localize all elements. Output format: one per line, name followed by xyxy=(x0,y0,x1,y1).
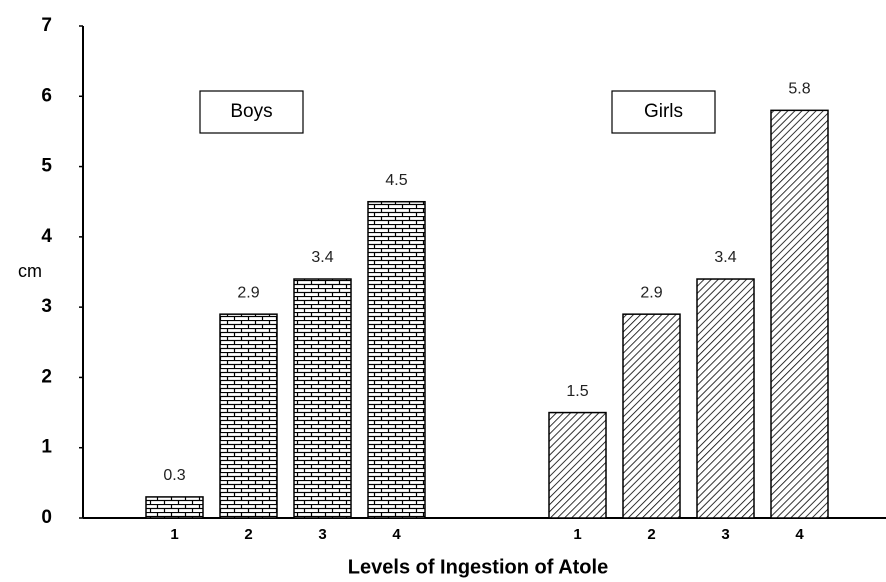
x-tick-label: 1 xyxy=(573,526,581,543)
y-axis-label: cm xyxy=(18,261,42,281)
bar xyxy=(622,313,681,519)
y-tick-label: 3 xyxy=(41,296,52,317)
x-tick-label: 2 xyxy=(244,526,252,543)
value-label: 1.5 xyxy=(566,383,588,400)
value-label: 4.5 xyxy=(385,172,407,189)
y-tick-label: 6 xyxy=(41,85,52,106)
bar xyxy=(770,109,829,519)
value-label: 3.4 xyxy=(311,249,333,266)
value-label: 2.9 xyxy=(237,284,259,301)
x-tick-label: 2 xyxy=(647,526,655,543)
legend-box xyxy=(611,90,716,134)
x-axis-label: Levels of Ingestion of Atole xyxy=(348,556,608,578)
bar xyxy=(145,496,204,519)
bar xyxy=(696,278,755,519)
bar xyxy=(219,313,278,519)
x-tick-label: 4 xyxy=(795,526,804,543)
bar xyxy=(293,278,352,519)
y-tick-label: 1 xyxy=(41,437,52,458)
legend-label: Girls xyxy=(644,101,683,122)
x-tick-label: 3 xyxy=(721,526,729,543)
y-tick-label: 0 xyxy=(41,507,52,528)
value-label: 3.4 xyxy=(714,249,736,266)
y-tick-label: 2 xyxy=(41,366,52,387)
x-tick-label: 4 xyxy=(392,526,401,543)
x-tick-label: 3 xyxy=(318,526,326,543)
y-tick-label: 7 xyxy=(41,15,52,36)
bar xyxy=(548,411,607,519)
legend-box xyxy=(199,90,304,134)
y-tick-label: 4 xyxy=(41,226,52,247)
y-tick-label: 5 xyxy=(41,156,52,177)
value-label: 2.9 xyxy=(640,284,662,301)
legend-label: Boys xyxy=(230,101,272,122)
bar xyxy=(367,200,426,519)
value-label: 0.3 xyxy=(163,467,185,484)
value-label: 5.8 xyxy=(788,81,810,98)
x-tick-label: 1 xyxy=(170,526,178,543)
